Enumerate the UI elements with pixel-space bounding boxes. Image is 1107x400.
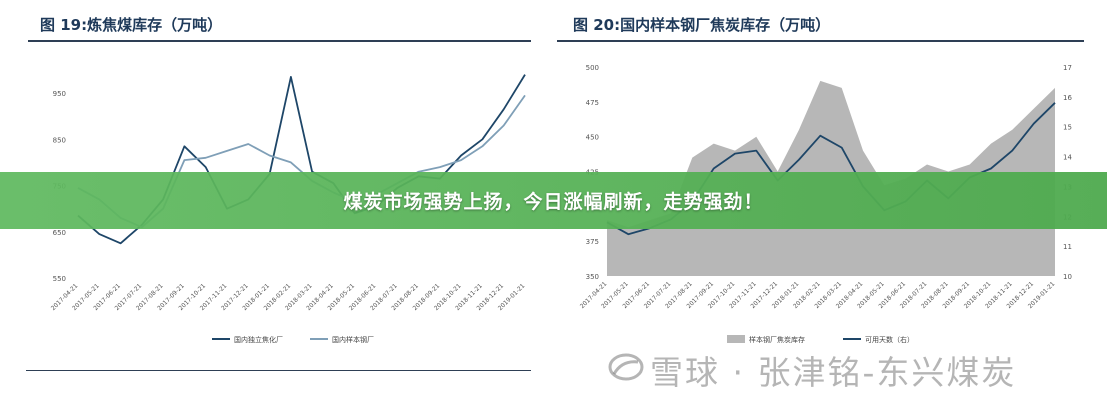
y-tick-label: 350 (586, 273, 599, 281)
y2-tick-label: 10 (1063, 273, 1072, 281)
legend-label: 国内样本钢厂 (332, 335, 374, 344)
y2-tick-label: 11 (1063, 243, 1072, 251)
snowball-logo-icon (608, 353, 644, 381)
legend-label: 样本钢厂焦炭库存 (749, 335, 805, 344)
chart-title: 图 20:国内样本钢厂焦炭库存（万吨） (573, 16, 831, 34)
legend-swatch (727, 335, 745, 343)
headline-banner: 煤炭市场强势上扬，今日涨幅刷新，走势强劲！ (0, 172, 1107, 229)
y-tick-label: 850 (53, 136, 66, 144)
title-rule (557, 40, 1084, 42)
watermark-text: 雪球 · 张津铭-东兴煤炭 (650, 353, 1017, 392)
y-tick-label: 475 (586, 99, 599, 107)
y-tick-label: 375 (586, 238, 599, 246)
y-tick-label: 450 (586, 134, 599, 142)
y2-tick-label: 15 (1063, 124, 1072, 132)
y-tick-label: 950 (53, 90, 66, 98)
y2-tick-label: 16 (1063, 94, 1072, 102)
y-tick-label: 500 (586, 64, 599, 72)
legend-label: 可用天数（右） (865, 335, 914, 344)
headline-text: 煤炭市场强势上扬，今日涨幅刷新，走势强劲！ (343, 191, 764, 213)
coking-coal-inventory-chart: 5506507508509502017-04-212017-05-212017-… (50, 74, 527, 344)
left-chart-panel: 图 19:炼焦煤库存（万吨） 5506507508509502017-04-21… (0, 0, 545, 400)
bottom-rule (26, 370, 531, 371)
y-tick-label: 650 (53, 229, 66, 237)
title-rule (28, 40, 531, 42)
y2-tick-label: 17 (1063, 64, 1072, 72)
chart-title: 图 19:炼焦煤库存（万吨） (40, 16, 223, 34)
y2-tick-label: 14 (1063, 154, 1072, 162)
legend-label: 国内独立焦化厂 (234, 335, 283, 344)
y-tick-label: 550 (53, 275, 66, 283)
